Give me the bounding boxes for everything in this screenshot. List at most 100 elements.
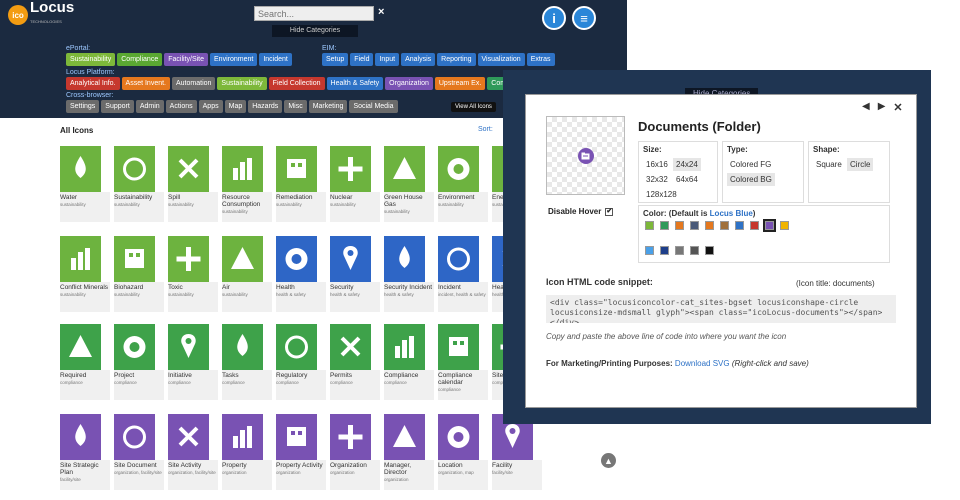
factory-plan-icon[interactable] — [60, 414, 101, 460]
barrel-spill-icon[interactable] — [168, 146, 209, 192]
building-icon[interactable] — [222, 414, 263, 460]
pill-platform-sustainability[interactable]: Sustainability — [217, 77, 267, 90]
close-icon[interactable]: ✕ — [893, 102, 903, 114]
color-swatch[interactable] — [690, 246, 699, 255]
pill-platform-upstream[interactable]: Upstream Ex. — [434, 77, 486, 90]
clipboard-check-icon[interactable] — [222, 324, 263, 370]
color-swatch[interactable] — [780, 221, 789, 230]
manager-icon[interactable] — [384, 414, 425, 460]
water-drop-icon[interactable] — [60, 146, 101, 192]
pill-cross-map[interactable]: Map — [224, 100, 247, 113]
biohazard-icon[interactable] — [114, 236, 155, 282]
flowchart-icon[interactable] — [114, 324, 155, 370]
pill-eportal-incident[interactable]: Incident — [259, 53, 292, 66]
pill-cross-admin[interactable]: Admin — [135, 100, 164, 113]
people-icon[interactable] — [330, 414, 371, 460]
skull-icon[interactable] — [168, 236, 209, 282]
pill-eportal-facility[interactable]: Facility/Site — [164, 53, 209, 66]
radiation-icon[interactable] — [330, 146, 371, 192]
pill-eim-analysis[interactable]: Analysis — [401, 53, 436, 66]
size-option-16[interactable]: 16x16 — [646, 160, 668, 169]
view-all-icons-button[interactable]: View All Icons — [451, 102, 496, 112]
recycle-icon[interactable] — [114, 146, 155, 192]
size-option-64[interactable]: 64x64 — [676, 175, 698, 184]
download-svg-link[interactable]: Download SVG — [674, 359, 730, 368]
building-activity-icon[interactable] — [276, 414, 317, 460]
color-swatch[interactable] — [675, 221, 684, 230]
stamp-icon[interactable] — [330, 324, 371, 370]
pill-cross-apps[interactable]: Apps — [198, 100, 223, 113]
pill-cross-social[interactable]: Social Media — [349, 100, 398, 113]
pill-platform-organization[interactable]: Organization — [385, 77, 433, 90]
next-icon[interactable]: ▶ — [877, 101, 886, 112]
site-activity-icon[interactable] — [168, 414, 209, 460]
pill-cross-settings[interactable]: Settings — [66, 100, 100, 113]
info-icon[interactable]: i — [542, 6, 566, 30]
courthouse-icon[interactable] — [276, 324, 317, 370]
color-swatch[interactable] — [660, 246, 669, 255]
pill-platform-health-safety[interactable]: Health & Safety — [326, 77, 384, 90]
color-swatch[interactable] — [720, 221, 729, 230]
pill-cross-support[interactable]: Support — [101, 100, 134, 113]
pill-cross-marketing[interactable]: Marketing — [308, 100, 348, 113]
search-input[interactable] — [254, 6, 374, 21]
size-option-32[interactable]: 32x32 — [646, 175, 668, 184]
pill-eim-reporting[interactable]: Reporting — [437, 53, 476, 66]
shape-option-square[interactable]: Square — [816, 160, 842, 169]
shape-option-circle[interactable]: Circle — [847, 158, 874, 171]
star-of-life-icon[interactable] — [276, 236, 317, 282]
pill-cross-misc[interactable]: Misc — [284, 100, 307, 113]
color-swatch[interactable] — [735, 221, 744, 230]
pill-eportal-compliance[interactable]: Compliance — [117, 53, 163, 66]
size-option-24[interactable]: 24x24 — [673, 158, 701, 171]
disable-hover-checkbox[interactable]: ✔ — [605, 207, 614, 216]
color-swatch[interactable] — [750, 221, 759, 230]
scroll-to-top-button[interactable]: ▲ — [601, 453, 616, 468]
chimney-icon[interactable] — [222, 236, 263, 282]
pill-cross-actions[interactable]: Actions — [165, 100, 197, 113]
color-swatch[interactable] — [763, 219, 776, 232]
fingerprint-icon[interactable] — [330, 236, 371, 282]
pill-eim-visualization[interactable]: Visualization — [477, 53, 525, 66]
arrows-up-icon[interactable] — [168, 324, 209, 370]
alert-person-icon[interactable] — [438, 236, 479, 282]
africa-icon[interactable] — [60, 236, 101, 282]
fingerprint-alert-icon[interactable] — [384, 236, 425, 282]
color-swatch[interactable] — [690, 221, 699, 230]
required-icon[interactable] — [60, 324, 101, 370]
pill-eim-extras[interactable]: Extras — [526, 53, 555, 66]
clear-search-icon[interactable]: × — [378, 6, 385, 18]
chat-icon[interactable]: ≡ — [572, 6, 596, 30]
factory-icon[interactable] — [384, 146, 425, 192]
pill-platform-automation[interactable]: Automation — [172, 77, 216, 90]
type-option-colored-fg[interactable]: Colored FG — [730, 160, 772, 169]
logo[interactable]: ico Locus TECHNOLOGIES — [8, 0, 78, 26]
pill-platform-asset[interactable]: Asset Invent. — [121, 77, 170, 90]
pill-platform-analytical[interactable]: Analytical Info. — [66, 77, 120, 90]
map-pin-icon[interactable] — [438, 414, 479, 460]
color-swatch[interactable] — [645, 246, 654, 255]
pill-eportal-environment[interactable]: Environment — [210, 53, 258, 66]
previous-icon[interactable]: ◀ — [862, 101, 870, 112]
html-snippet-code[interactable]: <div class="locusiconcolor-cat_sites-bgs… — [546, 295, 896, 323]
factory-doc-icon[interactable] — [114, 414, 155, 460]
calendar-check-icon[interactable] — [438, 324, 479, 370]
size-option-128[interactable]: 128x128 — [646, 190, 677, 199]
pill-eim-field[interactable]: Field — [350, 53, 374, 66]
pill-eportal-sustainability[interactable]: Sustainability — [66, 53, 116, 66]
checkmark-icon[interactable] — [384, 324, 425, 370]
color-swatch[interactable] — [645, 221, 654, 230]
gauge-icon[interactable] — [222, 146, 263, 192]
pill-cross-hazards[interactable]: Hazards — [248, 100, 283, 113]
pill-platform-field-collection[interactable]: Field Collection — [268, 77, 325, 90]
color-swatch[interactable] — [705, 221, 714, 230]
sort-link[interactable]: Sort: — [478, 126, 493, 133]
pill-eim-input[interactable]: Input — [375, 53, 400, 66]
hide-categories-button[interactable]: Hide Categories — [272, 25, 358, 37]
color-swatch[interactable] — [660, 221, 669, 230]
color-swatch[interactable] — [675, 246, 684, 255]
globe-icon[interactable] — [438, 146, 479, 192]
disable-hover-toggle[interactable]: Disable Hover ✔ — [548, 207, 614, 216]
pill-eim-setup[interactable]: Setup — [322, 53, 349, 66]
type-option-colored-bg[interactable]: Colored BG — [727, 173, 775, 186]
